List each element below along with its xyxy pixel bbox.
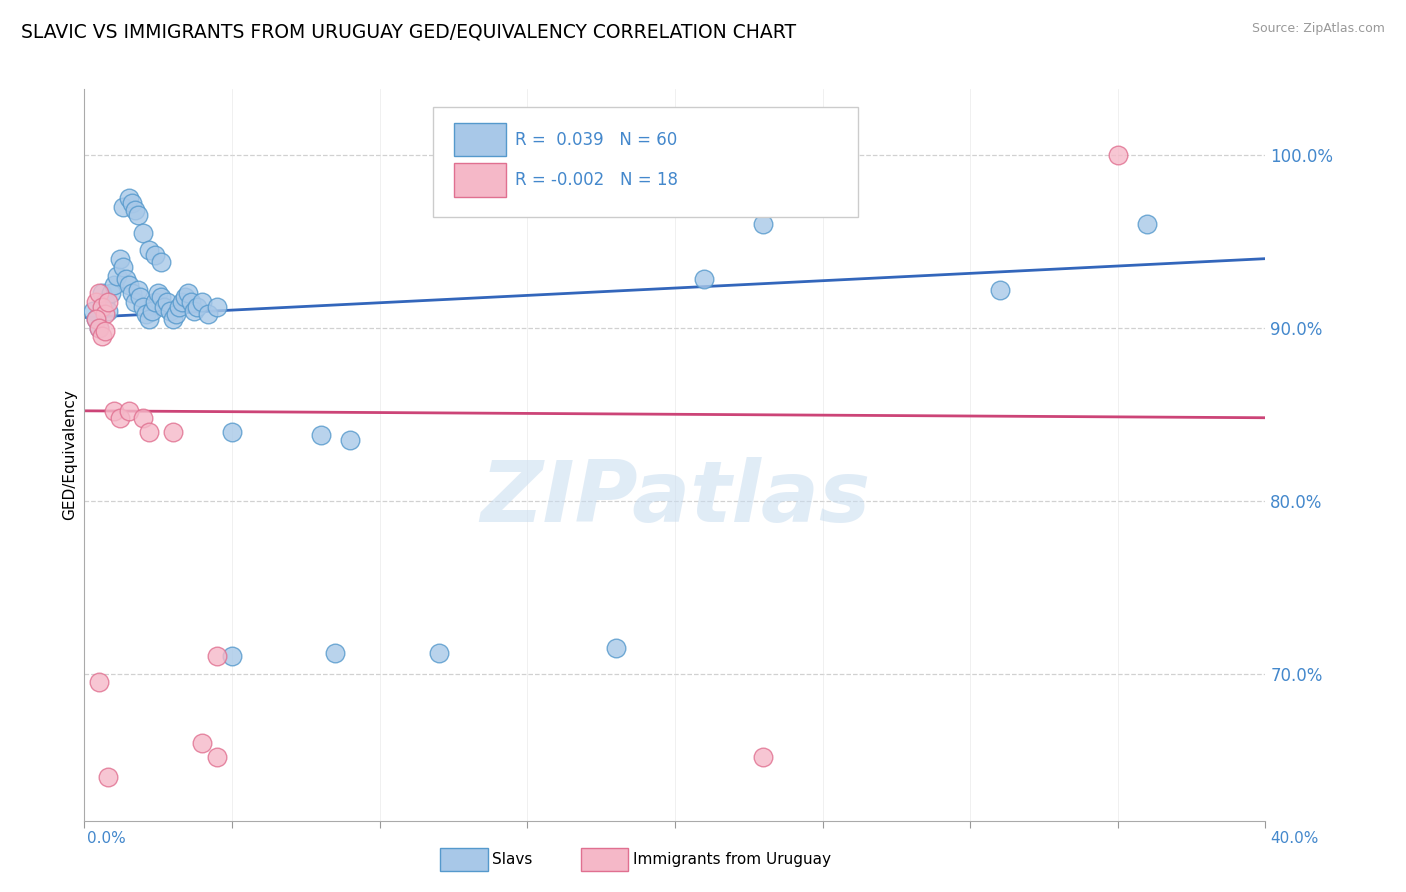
Point [141,303,163,318]
Point [97,771,120,785]
Point [94,307,117,321]
Point [170,294,193,309]
Point [173,290,195,304]
Point [752,749,775,764]
Point [752,217,775,231]
Point [148,286,170,301]
FancyBboxPatch shape [454,123,506,156]
Point [132,226,155,240]
Point [221,425,243,439]
Point [135,307,157,321]
Y-axis label: GED/Equivalency: GED/Equivalency [62,390,77,520]
Point [118,191,141,205]
Point [127,209,149,223]
Point [91,329,114,343]
Point [183,303,205,318]
Point [197,307,219,321]
Point [205,649,228,664]
Point [84,312,107,326]
Point [323,646,347,660]
Point [605,640,627,655]
Text: R =  0.039   N = 60: R = 0.039 N = 60 [516,130,678,149]
Text: R = -0.002   N = 18: R = -0.002 N = 18 [516,171,679,189]
Text: 0.0%: 0.0% [87,831,127,846]
Point [162,312,184,326]
Point [91,300,114,314]
Point [177,286,200,301]
Point [91,286,114,301]
Point [138,243,160,257]
Point [186,300,208,314]
Text: Source: ZipAtlas.com: Source: ZipAtlas.com [1251,22,1385,36]
Point [87,675,111,690]
Text: Immigrants from Uruguay: Immigrants from Uruguay [633,853,831,867]
Point [1107,148,1129,162]
Point [97,303,120,318]
Point [1136,217,1159,231]
Point [427,646,450,660]
FancyBboxPatch shape [433,108,858,218]
Point [118,404,141,418]
Point [138,425,160,439]
Point [167,300,190,314]
Point [103,404,125,418]
Point [127,283,149,297]
Point [693,272,716,286]
Point [205,749,228,764]
Point [138,312,160,326]
Point [988,283,1011,297]
Point [205,300,228,314]
Text: Slavs: Slavs [492,853,533,867]
Point [180,294,202,309]
Point [87,321,111,335]
Point [111,260,134,275]
Point [111,200,134,214]
Point [124,294,146,309]
Point [156,294,179,309]
Point [103,277,125,292]
Point [121,196,143,211]
Point [124,203,146,218]
Point [132,300,155,314]
Point [165,307,187,321]
Point [129,290,152,304]
Point [132,410,155,425]
Point [82,303,104,318]
Point [339,434,361,448]
Point [309,428,332,442]
Point [84,294,107,309]
Point [191,736,214,750]
Point [162,425,184,439]
Point [97,294,120,309]
Text: 40.0%: 40.0% [1271,831,1319,846]
Point [100,286,122,301]
Point [143,294,166,309]
Point [159,303,181,318]
Point [87,321,111,335]
Point [191,294,214,309]
Point [150,290,173,304]
Point [94,324,117,338]
Point [153,300,176,314]
Point [143,248,166,262]
Point [87,286,111,301]
Point [108,252,131,266]
Point [105,268,128,283]
Point [221,649,243,664]
Point [114,272,136,286]
Point [121,286,143,301]
Point [108,410,131,425]
Point [118,277,141,292]
Point [94,294,117,309]
Text: ZIPatlas: ZIPatlas [479,458,870,541]
Point [150,255,173,269]
FancyBboxPatch shape [454,163,506,197]
Point [84,312,107,326]
Text: SLAVIC VS IMMIGRANTS FROM URUGUAY GED/EQUIVALENCY CORRELATION CHART: SLAVIC VS IMMIGRANTS FROM URUGUAY GED/EQ… [21,22,796,41]
